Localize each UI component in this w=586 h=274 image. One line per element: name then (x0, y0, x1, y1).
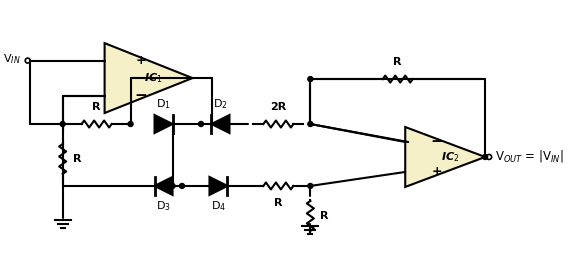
Text: R: R (274, 198, 282, 208)
Polygon shape (105, 43, 192, 113)
Text: R: R (93, 102, 101, 112)
Text: IC$_1$: IC$_1$ (144, 71, 163, 85)
Text: IC$_2$: IC$_2$ (441, 150, 459, 164)
Text: 2R: 2R (270, 102, 287, 112)
Text: D$_3$: D$_3$ (156, 199, 171, 213)
Text: −: − (134, 88, 147, 103)
Text: V$_{IN}$: V$_{IN}$ (3, 53, 21, 67)
Text: D$_4$: D$_4$ (211, 199, 226, 213)
Polygon shape (155, 177, 172, 195)
Circle shape (308, 76, 313, 82)
Circle shape (170, 183, 175, 189)
Polygon shape (209, 177, 227, 195)
Text: R: R (393, 57, 402, 67)
Text: −: − (431, 135, 444, 150)
Text: D$_2$: D$_2$ (213, 97, 228, 111)
Text: +: + (432, 165, 442, 178)
Circle shape (483, 155, 488, 159)
Text: +: + (135, 54, 146, 67)
Text: D$_1$: D$_1$ (156, 97, 171, 111)
Text: R: R (73, 154, 81, 164)
Polygon shape (155, 115, 172, 133)
Circle shape (308, 122, 313, 127)
Circle shape (199, 122, 203, 127)
Circle shape (308, 183, 313, 189)
Circle shape (60, 122, 65, 127)
Polygon shape (212, 115, 230, 133)
Circle shape (128, 122, 133, 127)
Text: V$_{OUT}$ = |V$_{IN}$|: V$_{OUT}$ = |V$_{IN}$| (495, 148, 564, 164)
Circle shape (179, 183, 185, 189)
Polygon shape (406, 127, 485, 187)
Text: R: R (321, 211, 329, 221)
